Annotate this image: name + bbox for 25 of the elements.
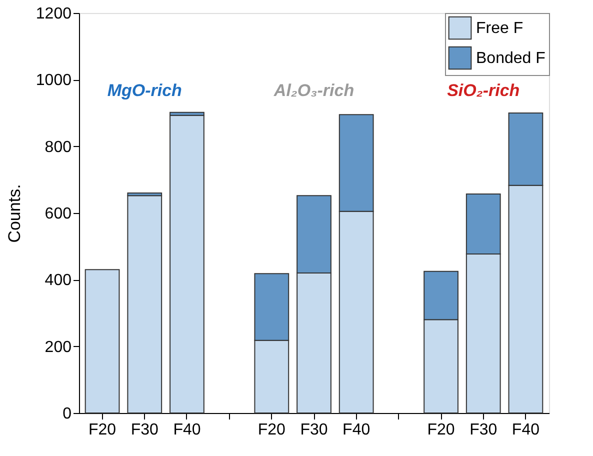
legend-label: Free F (476, 20, 524, 37)
bar (84, 269, 120, 414)
y-tick-label: 400 (44, 272, 72, 290)
y-tick-label: 600 (44, 206, 72, 222)
x-tick-label: F30 (300, 422, 328, 438)
annotation: MgO-rich (107, 81, 182, 100)
x-tick-label: F40 (173, 422, 201, 438)
x-tick-label: F30 (470, 422, 498, 438)
annotation: SiO₂-rich (447, 81, 520, 100)
y-tick-label: 0 (62, 406, 72, 422)
annotation: Al₂O₃-rich (272, 81, 354, 100)
x-tick-label: F40 (342, 422, 370, 438)
x-tick-label: F20 (258, 422, 286, 438)
y-axis-title: Counts. (4, 184, 24, 243)
bar (127, 195, 162, 414)
y-tick-label: 200 (44, 338, 72, 356)
legend-label: Bonded F (476, 50, 546, 67)
bar (170, 114, 204, 414)
x-tick-label: F20 (427, 422, 455, 438)
y-tick-label: 1000 (36, 72, 72, 90)
x-tick-label: F40 (512, 422, 540, 438)
y-tick-label: 800 (44, 138, 72, 156)
x-tick-label: F30 (130, 422, 159, 438)
y-tick-label: 1200 (36, 6, 72, 22)
x-tick-label: F20 (88, 422, 116, 438)
